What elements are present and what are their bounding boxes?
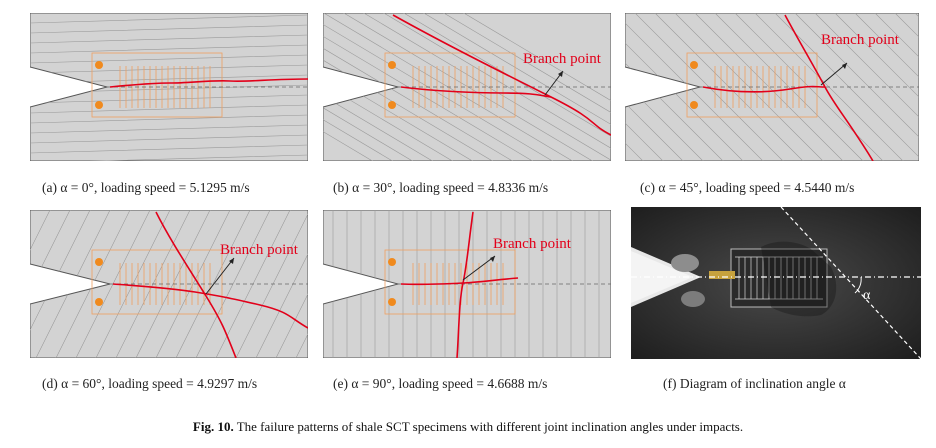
copper-tape: [709, 271, 735, 279]
panel-d-specimen-diagram: Branch point: [30, 210, 308, 358]
branch-point-label: Branch point: [493, 236, 572, 252]
glue-stain: [761, 241, 837, 317]
gauge-terminals: [95, 61, 103, 109]
branch-point-label: Branch point: [523, 51, 602, 67]
joint-crack-path: [456, 211, 474, 358]
gauge-terminals: [690, 61, 698, 109]
figure-caption: Fig. 10. The failure patterns of shale S…: [0, 419, 936, 435]
joint-lines: [30, 14, 308, 161]
panel-f-caption: (f) Diagram of inclination angle α: [663, 376, 846, 391]
clamp-bottom: [681, 291, 705, 307]
panel-b-specimen-diagram: Branch point: [323, 13, 611, 161]
crack-path: [109, 78, 308, 88]
panel-b-caption: (b) α = 30°, loading speed = 4.8336 m/s: [333, 180, 549, 195]
angle-arc: [854, 276, 862, 294]
joint-crack-path: [392, 14, 611, 136]
gauge-terminals: [388, 258, 396, 306]
panel-d-caption: (d) α = 60°, loading speed = 4.9297 m/s: [42, 376, 258, 391]
panel-e-caption: (e) α = 90°, loading speed = 4.6688 m/s: [333, 376, 548, 391]
figure-caption-text: The failure patterns of shale SCT specim…: [233, 419, 744, 434]
panel-a-caption: (a) α = 0°, loading speed = 5.1295 m/s: [42, 180, 250, 195]
gauge-grid-photo: [735, 256, 823, 300]
panel-c-specimen-diagram: Branch point: [625, 13, 919, 161]
branch-point-label: Branch point: [220, 242, 299, 258]
panel-a-specimen-diagram: [30, 13, 308, 161]
branch-arrow: [205, 257, 235, 295]
crack-path: [400, 86, 552, 98]
branch-arrow: [462, 255, 496, 281]
figure-number: Fig. 10.: [192, 419, 234, 434]
specimen-body: [30, 13, 308, 161]
gauge-terminals: [95, 258, 103, 306]
crack-path: [702, 85, 826, 93]
joint-crack-path: [155, 211, 237, 358]
joint-direction-line: [780, 207, 921, 359]
branch-arrow: [820, 62, 848, 86]
branch-point-label: Branch point: [821, 32, 900, 48]
joint-crack-path: [784, 14, 874, 161]
panel-c-caption: (c) α = 45°, loading speed = 4.5440 m/s: [640, 180, 855, 195]
crack-path: [112, 283, 308, 329]
clamp-top: [671, 254, 699, 272]
alpha-label: α: [863, 288, 871, 303]
panel-f-photo: α: [631, 207, 921, 359]
panel-e-specimen-diagram: Branch point: [323, 210, 611, 358]
gauge-terminals: [388, 61, 396, 109]
